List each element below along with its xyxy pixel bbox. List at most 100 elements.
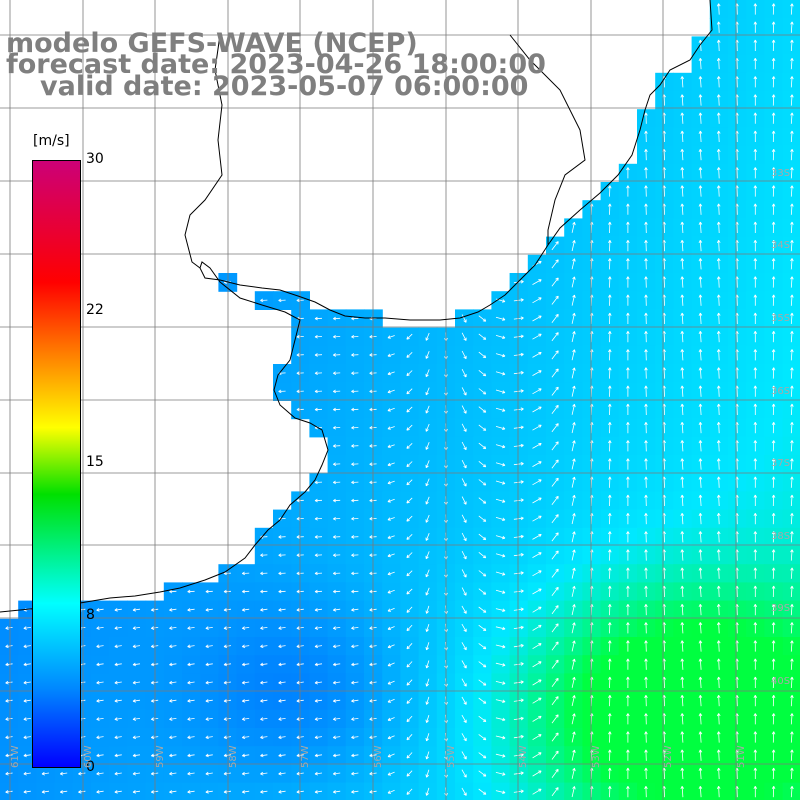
wind-arrow — [114, 626, 122, 630]
wind-arrow — [644, 276, 648, 288]
wind-arrow — [644, 258, 648, 270]
wind-arrow — [532, 734, 542, 741]
wind-arrow — [571, 713, 576, 725]
title-forecast-date: forecast date: 2023-04-26 18:00:00 — [6, 49, 546, 80]
wind-arrow — [114, 644, 122, 649]
wind-arrow — [332, 644, 341, 649]
wind-arrow — [716, 130, 721, 143]
wind-arrow — [571, 767, 576, 779]
wind-speed-cell — [546, 564, 565, 583]
wind-arrow — [278, 699, 286, 703]
wind-speed-cell — [491, 782, 511, 800]
wind-arrow — [351, 353, 359, 357]
wind-arrow — [716, 767, 721, 780]
wind-arrow — [571, 658, 576, 670]
wind-speed-cell — [527, 382, 547, 401]
wind-arrow — [644, 731, 648, 743]
wind-arrow — [223, 644, 232, 649]
wind-arrow — [551, 241, 559, 251]
wind-arrow — [716, 603, 721, 616]
wind-arrow — [351, 371, 359, 375]
wind-arrow — [387, 717, 395, 721]
wind-arrow — [406, 352, 413, 358]
wind-arrow — [114, 699, 122, 703]
wind-arrow — [771, 331, 776, 343]
wind-arrow — [205, 699, 213, 703]
wind-arrow — [461, 587, 467, 596]
wind-arrow — [716, 57, 721, 70]
colorbar — [32, 160, 81, 768]
wind-arrow — [406, 479, 413, 486]
wind-arrow — [495, 407, 506, 412]
wind-arrow — [790, 367, 794, 379]
wind-arrow — [698, 221, 703, 234]
wind-arrow — [790, 622, 794, 634]
wind-arrow — [571, 731, 576, 743]
wind-arrow — [132, 790, 141, 794]
wind-speed-cell — [527, 582, 547, 602]
wind-arrow — [698, 476, 703, 488]
wind-arrow — [495, 735, 506, 740]
wind-arrow — [608, 695, 612, 707]
wind-arrow — [753, 549, 758, 561]
wind-arrow — [5, 662, 13, 667]
wind-arrow — [260, 790, 268, 794]
wind-arrow — [608, 604, 612, 616]
wind-arrow — [387, 753, 395, 758]
wind-speed-cell — [400, 764, 420, 784]
wind-arrow — [698, 203, 703, 215]
wind-arrow — [644, 367, 648, 379]
wind-arrow — [513, 607, 524, 612]
wind-speed-cell — [400, 327, 420, 347]
wind-arrow — [644, 549, 648, 561]
wind-arrow — [513, 371, 524, 375]
wind-arrow — [680, 713, 685, 725]
wind-arrow — [478, 715, 487, 722]
wind-arrow — [680, 112, 685, 124]
wind-arrow — [425, 514, 430, 523]
wind-speed-cell — [400, 637, 420, 656]
wind-arrow — [495, 626, 506, 631]
wind-arrow — [332, 535, 341, 539]
wind-arrow — [680, 531, 685, 543]
wind-arrow — [425, 478, 430, 487]
wind-speed-cell — [546, 491, 565, 511]
wind-arrow — [771, 585, 776, 598]
wind-speed-cell — [473, 782, 492, 800]
wind-arrow — [680, 749, 685, 761]
wind-arrow — [644, 422, 648, 434]
wind-arrow — [513, 407, 524, 411]
wind-arrow — [551, 768, 559, 778]
wind-arrow — [314, 334, 323, 339]
wind-arrow — [753, 458, 758, 470]
wind-speed-cell — [400, 345, 420, 365]
wind-arrow — [716, 549, 721, 561]
wind-arrow — [132, 644, 141, 649]
wind-arrow — [5, 790, 13, 794]
wind-arrow — [608, 676, 612, 689]
wind-arrow — [387, 771, 395, 776]
wind-arrow — [680, 367, 685, 379]
wind-arrow — [626, 713, 630, 725]
wind-arrow — [532, 406, 542, 413]
wind-arrow — [532, 752, 542, 759]
wind-arrow — [406, 788, 413, 795]
wind-arrow — [680, 385, 685, 397]
wind-arrow — [478, 533, 487, 541]
wind-speed-cell — [527, 455, 547, 474]
wind-arrow — [314, 699, 323, 703]
wind-arrow — [753, 221, 758, 233]
wind-arrow — [571, 549, 576, 561]
wind-arrow — [571, 494, 576, 506]
wind-arrow — [716, 112, 721, 124]
lon-label-59w: 59W — [155, 745, 166, 768]
wind-arrow — [551, 550, 559, 560]
wind-arrow — [680, 276, 685, 288]
wind-arrow — [223, 717, 232, 721]
wind-speed-cell — [546, 400, 565, 420]
wind-arrow — [753, 385, 758, 397]
wind-arrow — [387, 626, 395, 630]
wind-arrow — [351, 571, 359, 576]
wind-arrow — [132, 699, 141, 703]
